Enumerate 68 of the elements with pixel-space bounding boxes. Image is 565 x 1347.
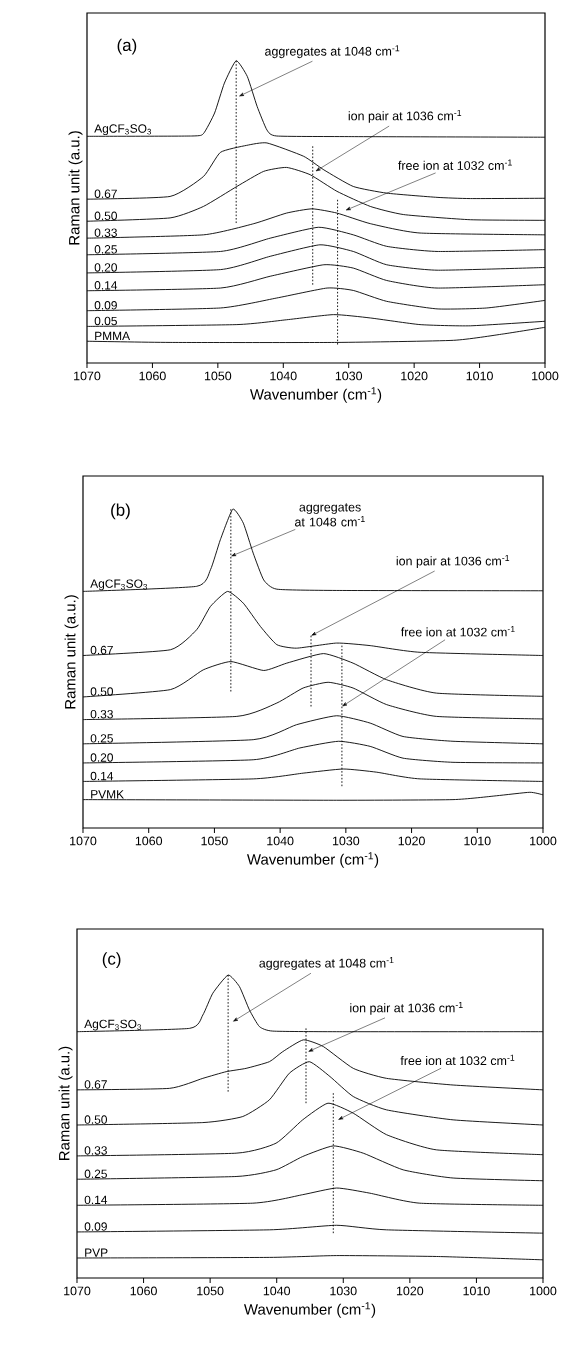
series-label: AgCF$_{3}$SO$_{3}$ bbox=[84, 1019, 142, 1031]
x-tick-label: 1020 bbox=[398, 836, 425, 846]
series-label: 0.09 bbox=[94, 301, 117, 310]
annotation: free ion at 1032 cm$^{-1}$ bbox=[400, 626, 515, 637]
series-label: 0.67 bbox=[84, 1080, 107, 1089]
x-tick-label: 1070 bbox=[74, 371, 101, 381]
x-axis-title: Wavenumber (cm$^{-1}$) bbox=[249, 387, 382, 403]
x-tick-label: 1010 bbox=[464, 836, 491, 846]
x-tick-label: 1020 bbox=[396, 1286, 424, 1296]
series-label: AgCF$_{3}$SO$_{3}$ bbox=[94, 124, 152, 136]
annotation: ion pair at 1036 cm$^{-1}$ bbox=[348, 109, 462, 123]
series-label: 0.33 bbox=[90, 709, 113, 719]
series-label: 0.33 bbox=[94, 228, 117, 237]
series-label: 0.25 bbox=[90, 734, 113, 743]
series-label: 0.25 bbox=[84, 1169, 107, 1179]
x-tick-label: 1000 bbox=[530, 836, 557, 846]
annotation: ion pair at 1036 cm$^{-1}$ bbox=[350, 1001, 463, 1015]
series-label: 0.14 bbox=[90, 771, 114, 781]
series-label: 0.14 bbox=[94, 281, 118, 290]
x-tick-label: 1050 bbox=[201, 836, 228, 846]
x-tick-label: 1060 bbox=[139, 371, 166, 381]
x-tick-label: 1020 bbox=[401, 371, 428, 381]
annotation: free ion at 1032 cm$^{-1}$ bbox=[400, 1054, 515, 1066]
annotation: aggregates at 1048 cm$^{-1}$ bbox=[259, 957, 394, 970]
annotation: (b) bbox=[111, 503, 130, 520]
series-label: 0.50 bbox=[94, 211, 117, 221]
x-tick-label: 1050 bbox=[204, 371, 232, 381]
annotation: aggregates at 1048 cm$^{-1}$ bbox=[294, 503, 365, 527]
series-label: 0.05 bbox=[94, 316, 117, 326]
series-label: PMMA bbox=[95, 331, 131, 341]
x-tick-label: 1040 bbox=[267, 836, 294, 846]
x-tick-label: 1000 bbox=[532, 371, 559, 381]
x-axis-title: Wavenumber (cm$^{-1}$) bbox=[246, 852, 379, 868]
y-axis-title: Raman unit (a.u.) bbox=[58, 1046, 73, 1160]
x-tick-label: 1010 bbox=[463, 1286, 490, 1296]
x-tick-label: 1030 bbox=[330, 1286, 357, 1296]
x-tick-label: 1000 bbox=[530, 1286, 557, 1296]
annotation: free ion at 1032 cm$^{-1}$ bbox=[398, 159, 512, 170]
x-tick-label: 1060 bbox=[135, 836, 163, 846]
series-label: AgCF$_{3}$SO$_{3}$ bbox=[90, 579, 148, 591]
x-tick-label: 1070 bbox=[70, 836, 97, 846]
x-tick-label: 1040 bbox=[263, 1286, 291, 1296]
x-tick-label: 1070 bbox=[64, 1286, 91, 1296]
series-label: 0.33 bbox=[84, 1146, 107, 1155]
series-label: 0.14 bbox=[84, 1195, 108, 1205]
x-tick-label: 1010 bbox=[466, 371, 493, 381]
x-tick-label: 1060 bbox=[130, 1286, 157, 1296]
x-tick-label: 1050 bbox=[197, 1286, 224, 1296]
x-axis-title: Wavenumber (cm$^{-1}$) bbox=[243, 1302, 376, 1318]
series-label: 0.25 bbox=[94, 245, 117, 254]
series-label: PVMK bbox=[91, 790, 124, 799]
x-tick-label: 1040 bbox=[270, 371, 297, 381]
series-label: 0.09 bbox=[84, 1222, 107, 1231]
series-label: 0.50 bbox=[84, 1115, 107, 1124]
series-label: PVP bbox=[85, 1248, 108, 1257]
series-label: 0.67 bbox=[94, 189, 117, 198]
series-label: 0.50 bbox=[90, 687, 113, 696]
x-tick-label: 1030 bbox=[335, 371, 363, 381]
series-label: 0.67 bbox=[90, 645, 113, 655]
text: (c) bbox=[102, 952, 121, 969]
series-label: 0.20 bbox=[94, 263, 117, 272]
annotation: aggregates at 1048 cm$^{-1}$ bbox=[265, 45, 400, 59]
text: (a) bbox=[117, 38, 137, 55]
x-tick-label: 1030 bbox=[332, 836, 360, 846]
annotation: ion pair at 1036 cm$^{-1}$ bbox=[396, 554, 510, 568]
y-axis-title: Raman unit (a.u.) bbox=[64, 595, 79, 709]
series-label: 0.20 bbox=[90, 753, 113, 762]
y-axis-title: Raman unit (a.u.) bbox=[68, 131, 83, 245]
